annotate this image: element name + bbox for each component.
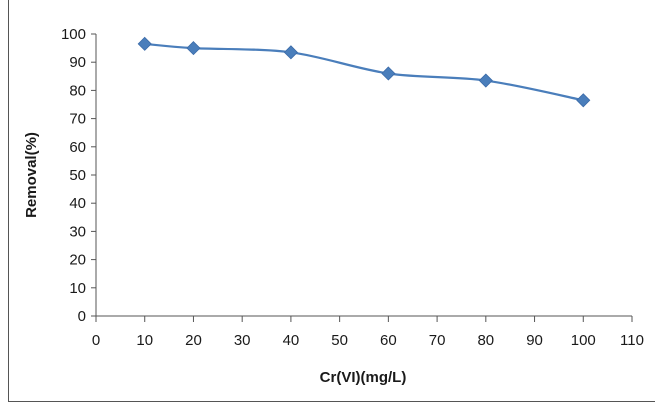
- series-line: [144, 42, 584, 102]
- x-tick-label: 20: [185, 332, 202, 349]
- x-tick-label: 110: [620, 332, 644, 349]
- data-point-diamond: [283, 45, 298, 60]
- y-tick-label: 0: [78, 308, 86, 325]
- data-point-diamond: [381, 66, 396, 81]
- chart-frame: [8, 0, 655, 402]
- y-tick-label: 100: [61, 26, 86, 43]
- x-tick-label: 100: [571, 332, 596, 349]
- x-tick-label: 90: [526, 332, 543, 349]
- y-axis-ticks: 0 10 20 30 40 50 60 70 80 90 100: [61, 26, 96, 325]
- y-tick-label: 20: [69, 252, 86, 269]
- x-tick-label: 10: [136, 332, 153, 349]
- y-tick-label: 30: [69, 223, 86, 240]
- x-tick-label: 80: [477, 332, 494, 349]
- y-tick-label: 40: [69, 195, 86, 212]
- data-point-diamond: [576, 93, 591, 108]
- series-group: [137, 36, 591, 108]
- y-tick-label: 80: [69, 82, 86, 99]
- y-tick-label: 60: [69, 139, 86, 156]
- x-tick-label: 70: [429, 332, 446, 349]
- x-tick-label: 50: [331, 332, 348, 349]
- y-axis-title: Removal(%): [23, 132, 40, 218]
- x-tick-label: 30: [234, 332, 251, 349]
- x-tick-label: 0: [92, 332, 100, 349]
- data-point-diamond: [478, 73, 493, 88]
- y-tick-label: 50: [69, 167, 86, 184]
- y-tick-label: 70: [69, 111, 86, 128]
- data-point-diamond: [186, 41, 201, 56]
- y-tick-label: 10: [69, 280, 86, 297]
- y-tick-label: 90: [69, 54, 86, 71]
- x-axis-title: Cr(VI)(mg/L): [320, 369, 407, 386]
- data-point-diamond: [137, 36, 152, 51]
- x-axis-ticks: 0 10 20 30 40 50 60 70 80 90 100 110: [92, 316, 644, 349]
- axes: [95, 34, 632, 317]
- x-tick-label: 60: [380, 332, 397, 349]
- x-tick-label: 40: [283, 332, 300, 349]
